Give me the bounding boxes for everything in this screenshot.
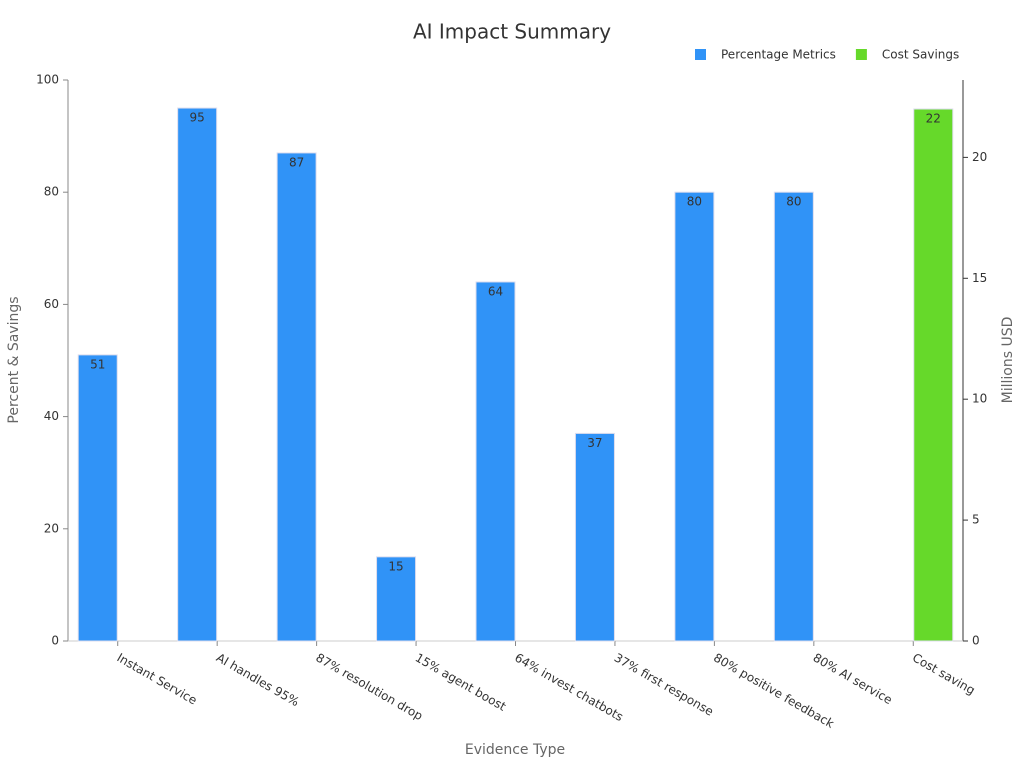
x-tick-label: 37% first response — [612, 651, 716, 719]
bar — [773, 191, 814, 642]
y-tick-label: 20 — [44, 521, 59, 535]
x-tick-label: AI handles 95% — [214, 651, 302, 710]
data-label: 37 — [587, 436, 602, 450]
x-tick-label: Cost saving — [910, 651, 977, 698]
y2-tick-label: 15 — [972, 271, 987, 285]
data-label: 95 — [190, 111, 205, 125]
y2-tick-label: 0 — [972, 634, 980, 648]
bar — [913, 108, 954, 642]
bar — [475, 281, 516, 642]
y-tick-label: 60 — [44, 297, 59, 311]
y2-tick-label: 10 — [972, 392, 987, 406]
chart-title: AI Impact Summary — [413, 20, 611, 44]
y2-axis-label: Millions USD — [1000, 317, 1016, 404]
legend-swatch — [855, 49, 867, 60]
bar — [77, 354, 118, 642]
data-label: 87 — [289, 155, 304, 169]
y-tick-label: 40 — [44, 409, 59, 423]
y-tick-label: 80 — [44, 185, 59, 199]
data-label: 22 — [926, 112, 941, 126]
data-label: 64 — [488, 284, 503, 298]
x-tick-label: Instant Service — [114, 651, 199, 708]
bar — [574, 432, 615, 642]
legend-label: Cost Savings — [882, 48, 959, 62]
y-axis-label: Percent & Savings — [6, 296, 22, 423]
data-label: 51 — [90, 357, 105, 371]
bar — [276, 152, 317, 642]
legend-swatch — [695, 49, 706, 60]
x-tick-label: 64% invest chatbots — [512, 651, 625, 725]
x-tick-label: 87% resolution drop — [313, 651, 425, 724]
y-tick-label: 0 — [51, 634, 59, 648]
y-tick-label: 100 — [36, 73, 59, 87]
legend-label: Percentage Metrics — [721, 48, 836, 62]
data-label: 80 — [786, 195, 801, 209]
y2-tick-label: 5 — [972, 513, 980, 527]
x-tick-label: 80% AI service — [811, 651, 895, 708]
y2-tick-label: 20 — [972, 150, 987, 164]
bar — [674, 191, 715, 642]
data-label: 80 — [687, 195, 702, 209]
bar — [177, 107, 218, 642]
x-axis-label: Evidence Type — [465, 742, 565, 758]
bar — [376, 556, 417, 642]
data-label: 15 — [388, 559, 403, 573]
x-tick-label: 15% agent boost — [413, 651, 509, 714]
